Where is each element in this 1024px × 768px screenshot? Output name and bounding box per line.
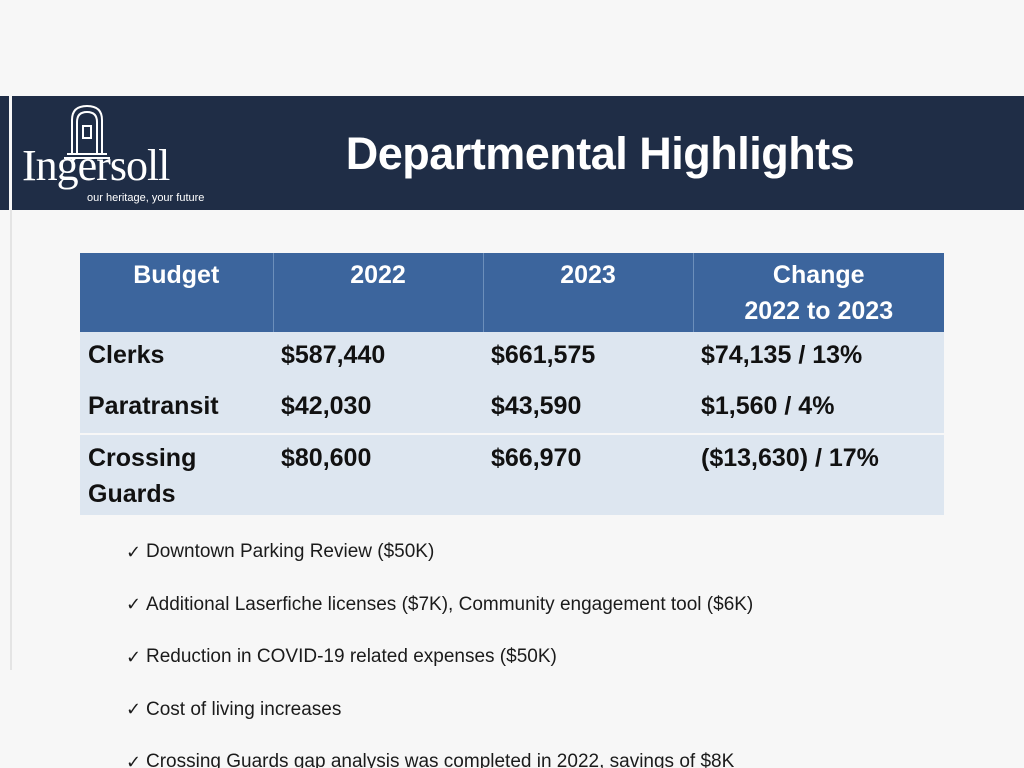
list-item: ✓ Cost of living increases bbox=[126, 684, 753, 737]
table-cell: ($13,630) / 17% bbox=[693, 433, 944, 515]
list-item-text: Reduction in COVID-19 related expenses (… bbox=[146, 646, 557, 668]
table-cell: $74,135 / 13% bbox=[693, 332, 944, 383]
budget-table: Budget 2022 2023 Change 2022 to 2023 Cle… bbox=[80, 253, 944, 515]
header-bar bbox=[0, 96, 1024, 210]
table-cell: $1,560 / 4% bbox=[693, 383, 944, 434]
list-item-text: Additional Laserfiche licenses ($7K), Co… bbox=[146, 593, 754, 615]
list-item-text: Crossing Guards gap analysis was complet… bbox=[146, 751, 735, 768]
column-header: Budget bbox=[80, 253, 274, 332]
list-item: ✓ Crossing Guards gap analysis was compl… bbox=[126, 736, 753, 768]
logo-tagline: our heritage, your future bbox=[87, 192, 205, 204]
table-row: Clerks $587,440 $661,575 $74,135 / 13% bbox=[80, 332, 944, 383]
checkmark-icon: ✓ bbox=[126, 541, 142, 562]
left-rule bbox=[10, 96, 12, 670]
page-title: Departmental Highlights bbox=[345, 128, 855, 179]
table-cell: $43,590 bbox=[483, 383, 693, 434]
table-cell: Crossing Guards bbox=[80, 433, 273, 515]
table-cell: $80,600 bbox=[273, 433, 483, 515]
town-hall-icon bbox=[64, 104, 110, 159]
ingersoll-logo: Ingersoll our heritage, your future bbox=[20, 100, 220, 208]
checkmark-icon: ✓ bbox=[126, 751, 142, 768]
bullet-list: ✓ Downtown Parking Review ($50K) ✓ Addit… bbox=[126, 526, 753, 768]
checkmark-icon: ✓ bbox=[126, 646, 142, 667]
table-row: Paratransit $42,030 $43,590 $1,560 / 4% bbox=[80, 383, 944, 434]
table-cell: Paratransit bbox=[80, 383, 273, 434]
table-header-row: Budget 2022 2023 Change 2022 to 2023 bbox=[80, 253, 944, 332]
table-row: Crossing Guards $80,600 $66,970 ($13,630… bbox=[80, 433, 944, 515]
list-item-text: Cost of living increases bbox=[146, 698, 342, 720]
logo-wordmark: Ingersoll bbox=[22, 141, 170, 190]
column-header: 2023 bbox=[483, 253, 694, 332]
checkmark-icon: ✓ bbox=[126, 699, 142, 720]
table-cell: $661,575 bbox=[483, 332, 693, 383]
header-edge bbox=[9, 96, 12, 210]
list-item-text: Downtown Parking Review ($50K) bbox=[146, 541, 435, 563]
list-item: ✓ Reduction in COVID-19 related expenses… bbox=[126, 631, 753, 684]
checkmark-icon: ✓ bbox=[126, 594, 142, 615]
table-cell: $66,970 bbox=[483, 433, 693, 515]
list-item: ✓ Additional Laserfiche licenses ($7K), … bbox=[126, 579, 753, 632]
table-cell: $587,440 bbox=[273, 332, 483, 383]
list-item: ✓ Downtown Parking Review ($50K) bbox=[126, 526, 753, 579]
table-cell: $42,030 bbox=[273, 383, 483, 434]
table-cell: Clerks bbox=[80, 332, 273, 383]
column-header: Change 2022 to 2023 bbox=[693, 253, 944, 332]
column-header: 2022 bbox=[273, 253, 484, 332]
